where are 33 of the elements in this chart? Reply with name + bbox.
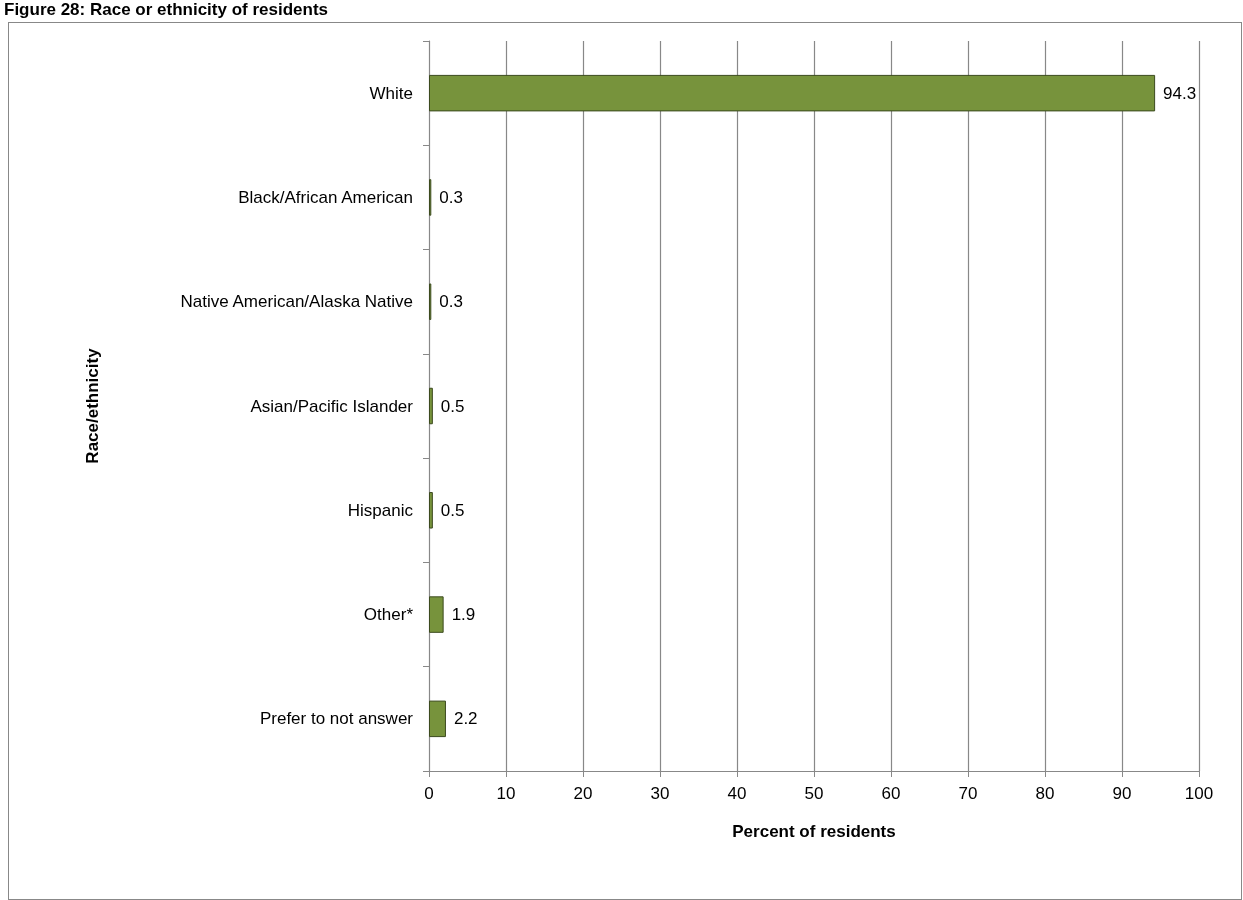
data-label: 0.5 [440, 500, 465, 520]
x-tick-label: 0 [424, 784, 434, 803]
x-tick-label: 30 [650, 784, 670, 803]
data-label: 1.9 [451, 605, 476, 625]
bar [429, 492, 433, 529]
y-tick-label: Prefer to not answer [259, 709, 414, 729]
y-tick-label: Other* [363, 605, 414, 625]
text: Figure 28: Race or ethnicity of residents [4, 0, 329, 20]
x-tick-label: 40 [727, 784, 747, 803]
y-tick-label: Native American/Alaska Native [180, 292, 413, 312]
bar [429, 387, 433, 425]
bar [429, 74, 1156, 112]
x-tick-label: 60 [881, 784, 901, 803]
x-axis-title: Percent of residents [732, 822, 896, 841]
data-label: 0.3 [439, 187, 463, 207]
x-tick-label: 80 [1035, 784, 1055, 803]
data-label: 0.5 [440, 396, 465, 416]
x-tick-label: 10 [496, 784, 516, 803]
y-tick-label: White [369, 83, 413, 103]
x-tick-label: 20 [573, 784, 593, 803]
bar [429, 596, 444, 633]
y-tick-label: Black/African American [238, 187, 413, 207]
bar [429, 700, 446, 738]
y-tick-label: Asian/Pacific Islander [250, 396, 414, 416]
x-tick-label: 70 [958, 784, 978, 803]
data-label: 94.3 [1163, 83, 1197, 103]
data-label: 2.2 [453, 709, 478, 729]
x-tick-label: 50 [804, 784, 824, 803]
x-tick-label: 100 [1184, 784, 1214, 803]
y-tick-label: Hispanic [347, 500, 414, 520]
y-axis-title: Race/ethnicity [83, 347, 102, 464]
x-tick-label: 90 [1112, 784, 1132, 803]
data-label: 0.3 [439, 292, 463, 312]
